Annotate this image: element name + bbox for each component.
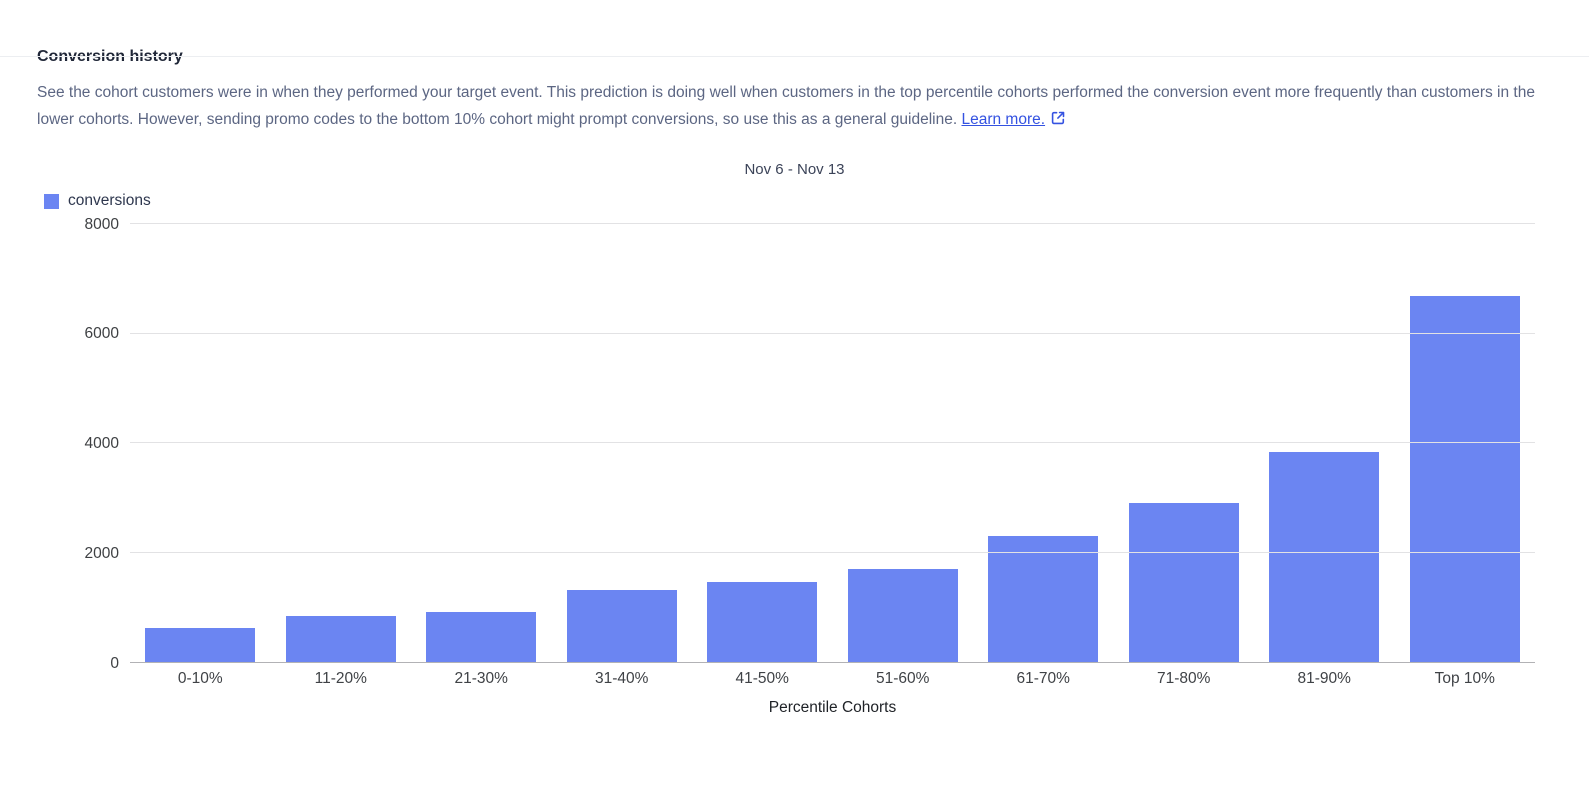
y-tick-label: 0 — [110, 654, 119, 672]
gridline — [130, 332, 1535, 334]
plot-row: 0 2000 4000 6000 8000 — [37, 216, 1535, 670]
gridline — [130, 442, 1535, 443]
x-tick-label: 61-70% — [1016, 670, 1070, 687]
legend-swatch — [44, 193, 59, 209]
bar-71-80%[interactable] — [1128, 503, 1239, 662]
bar-51-60%[interactable] — [847, 569, 958, 662]
conversion-history-section: Conversion history See the cohort custom… — [0, 46, 1589, 717]
legend-label: conversions — [68, 192, 151, 209]
bar-band — [973, 224, 1114, 662]
page: Conversion history See the cohort custom… — [0, 46, 1589, 717]
bar-Top 10%[interactable] — [1409, 296, 1520, 662]
section-title: Conversion history — [37, 48, 183, 65]
x-tick-label: 21-30% — [454, 670, 508, 687]
bar-band — [833, 224, 974, 662]
gridline — [130, 551, 1535, 553]
bar-band — [271, 224, 412, 662]
x-tick-label: 31-40% — [595, 670, 649, 687]
bar-band — [692, 224, 833, 662]
bar-band — [1395, 224, 1536, 662]
x-tick-label: Top 10% — [1434, 670, 1495, 687]
conversion-chart: Nov 6 - Nov 13 conversions 0 2000 4000 6000… — [37, 161, 1552, 717]
x-axis-labels: 0-10% 11-20% 21-30% 31-40% 41-50% 51-60% 61-70… — [130, 670, 1535, 688]
y-tick-label: 4000 — [84, 434, 119, 452]
y-tick-label: 6000 — [84, 325, 119, 342]
bar-band — [130, 224, 271, 662]
bar-11-20%[interactable] — [285, 616, 396, 662]
top-divider — [0, 56, 1589, 57]
bar-band — [1114, 224, 1255, 662]
external-link-icon[interactable] — [1050, 108, 1066, 135]
y-tick-label: 8000 — [84, 215, 119, 233]
y-axis: 0 2000 4000 6000 8000 — [37, 216, 130, 670]
x-axis-title: Percentile Cohorts — [768, 699, 897, 716]
x-tick-label: 51-60% — [876, 670, 930, 687]
description-text: See the cohort customers were in when th… — [37, 84, 1535, 128]
bar-21-30%[interactable] — [426, 611, 537, 662]
section-description: See the cohort customers were in when th… — [37, 79, 1552, 135]
learn-more-link[interactable]: Learn more. — [961, 111, 1046, 128]
bar-31-40%[interactable] — [566, 589, 677, 662]
gridline — [130, 223, 1535, 224]
x-tick-label: 71-80% — [1157, 670, 1211, 687]
x-tick-label: 0-10% — [177, 670, 223, 687]
chart-legend: conversions — [44, 192, 1552, 210]
x-tick-label: 11-20% — [314, 670, 367, 687]
x-tick-label: 41-50% — [735, 670, 789, 687]
bar-0-10%[interactable] — [145, 627, 256, 662]
bar-41-50%[interactable] — [707, 581, 818, 662]
bar-band — [552, 224, 693, 662]
bar-band — [411, 224, 552, 662]
chart-date-range: Nov 6 - Nov 13 — [744, 161, 845, 178]
bars — [130, 224, 1535, 662]
y-tick-label: 2000 — [84, 544, 119, 562]
x-tick-label: 81-90% — [1297, 670, 1351, 687]
bar-61-70%[interactable] — [988, 535, 1099, 662]
bar-81-90%[interactable] — [1269, 452, 1380, 662]
plot-area — [130, 223, 1535, 663]
bar-band — [1254, 224, 1395, 662]
